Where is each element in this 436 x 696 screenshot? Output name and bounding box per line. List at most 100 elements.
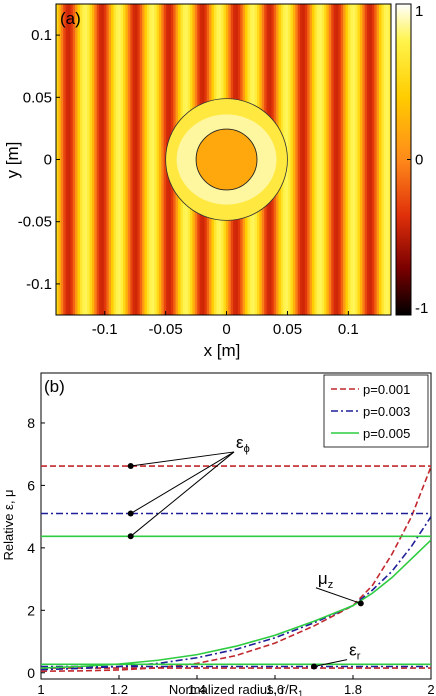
wave-stripe	[326, 4, 330, 315]
wave-stripe	[383, 4, 387, 315]
wave-stripe	[345, 4, 349, 315]
wave-stripe	[72, 4, 76, 315]
wave-stripe	[297, 4, 301, 315]
panel-label-a: (a)	[60, 9, 81, 28]
annotation-point	[127, 533, 134, 540]
x-axis-label-a: x [m]	[204, 341, 241, 360]
wave-stripe	[149, 4, 153, 315]
wave-stripe	[302, 4, 306, 315]
wave-stripe	[376, 4, 380, 315]
wave-stripe	[295, 4, 299, 315]
wave-stripe	[307, 4, 311, 315]
wave-stripe	[319, 4, 323, 315]
wave-stripe	[362, 4, 366, 315]
wave-stripe	[154, 4, 158, 315]
wave-stripe	[347, 4, 351, 315]
wave-stripe	[374, 4, 378, 315]
wave-stripe	[343, 4, 347, 315]
x-axis-ticks: 1 1.2 1.4 1.6 1.8 2	[37, 675, 435, 696]
y-axis-ticks: 0.1 0.05 0 -0.05 -0.1	[18, 27, 60, 293]
wave-stripe	[120, 4, 124, 315]
wave-stripe	[388, 4, 391, 315]
wave-stripe	[321, 4, 325, 315]
wave-stripe	[77, 4, 81, 315]
wave-stripe	[113, 4, 117, 315]
wave-stripe	[115, 4, 119, 315]
y-tick-label: 0	[44, 152, 52, 169]
legend-label: p=0.001	[363, 382, 410, 397]
wave-stripe	[79, 4, 83, 315]
wave-stripe	[371, 4, 375, 315]
wave-stripe	[352, 4, 356, 315]
mu-z-curve-p=0.003	[41, 516, 431, 671]
wave-stripe	[324, 4, 327, 315]
series-lines	[41, 465, 431, 672]
y-tick-label: -0.1	[26, 276, 52, 293]
y-tick-label: 4	[27, 540, 35, 556]
wave-stripe	[137, 4, 141, 315]
wave-stripe	[355, 4, 359, 315]
wave-stripe	[350, 4, 354, 315]
wave-stripe	[340, 4, 344, 315]
y-axis-label-a: y [m]	[3, 142, 22, 179]
wave-stripe	[158, 4, 162, 315]
annotation-leader-line	[313, 659, 348, 667]
x-axis-label-b: Normalized radius, r/R1	[169, 682, 303, 696]
legend-items: p=0.001 p=0.003 p=0.005	[331, 382, 410, 441]
wave-stripe	[335, 4, 339, 315]
wave-stripe	[139, 4, 143, 315]
y-tick-label: -0.05	[18, 214, 52, 231]
wave-stripe	[367, 4, 371, 315]
colorbar-tick-label: -1	[415, 300, 428, 317]
annotation-point	[311, 663, 317, 670]
line-plot-area	[41, 451, 431, 672]
wave-stripe	[156, 4, 160, 315]
y-tick-label: 0.1	[31, 27, 52, 44]
colorbar: 1 0 -1	[395, 3, 428, 317]
annotation-subscript: ϕ	[244, 443, 250, 455]
wave-stripe	[123, 4, 126, 315]
annotation-leaders	[127, 451, 364, 670]
wave-stripe	[96, 4, 100, 315]
y-tick-label: 8	[27, 415, 35, 431]
wave-stripe	[94, 4, 98, 315]
y-axis-ticks: 0 2 4 6 8	[27, 415, 45, 681]
wave-stripe	[125, 4, 129, 315]
wave-stripe	[101, 4, 105, 315]
wave-stripe	[386, 4, 390, 315]
annotation-leader-line	[315, 587, 361, 604]
wave-stripe	[89, 4, 93, 315]
wave-stripe	[99, 4, 103, 315]
y-tick-label: 6	[27, 477, 35, 493]
wave-stripe	[111, 4, 115, 315]
wave-stripe	[106, 4, 110, 315]
wave-stripe	[333, 4, 337, 315]
wave-stripe	[304, 4, 308, 315]
wave-stripe	[87, 4, 91, 315]
annotation-point	[127, 463, 134, 470]
annotation-label: εr	[349, 641, 361, 663]
x-tick-label: 1	[37, 682, 44, 696]
annotation-symbol: ε	[236, 433, 244, 452]
y-tick-label: 0	[27, 665, 35, 681]
wave-stripe	[381, 4, 385, 315]
wave-stripe	[328, 4, 332, 315]
legend: p=0.001 p=0.003 p=0.005	[323, 374, 429, 448]
panel-label-b: (b)	[44, 377, 65, 396]
wave-stripe	[134, 4, 138, 315]
wave-stripe	[314, 4, 318, 315]
colorbar-tick-label: 0	[415, 152, 423, 169]
wave-stripe	[331, 4, 335, 315]
legend-label: p=0.003	[363, 404, 410, 419]
wave-stripe	[63, 4, 67, 315]
annotation-point	[357, 600, 364, 607]
x-tick-label: 1.6	[266, 682, 284, 696]
x-tick-label: 0.1	[338, 321, 359, 338]
annotation-subscript: z	[328, 579, 334, 591]
x-tick-label: 0.05	[273, 321, 302, 338]
annotation-leader-line	[130, 451, 235, 537]
wave-stripe	[108, 4, 112, 315]
wave-stripe	[364, 4, 368, 315]
